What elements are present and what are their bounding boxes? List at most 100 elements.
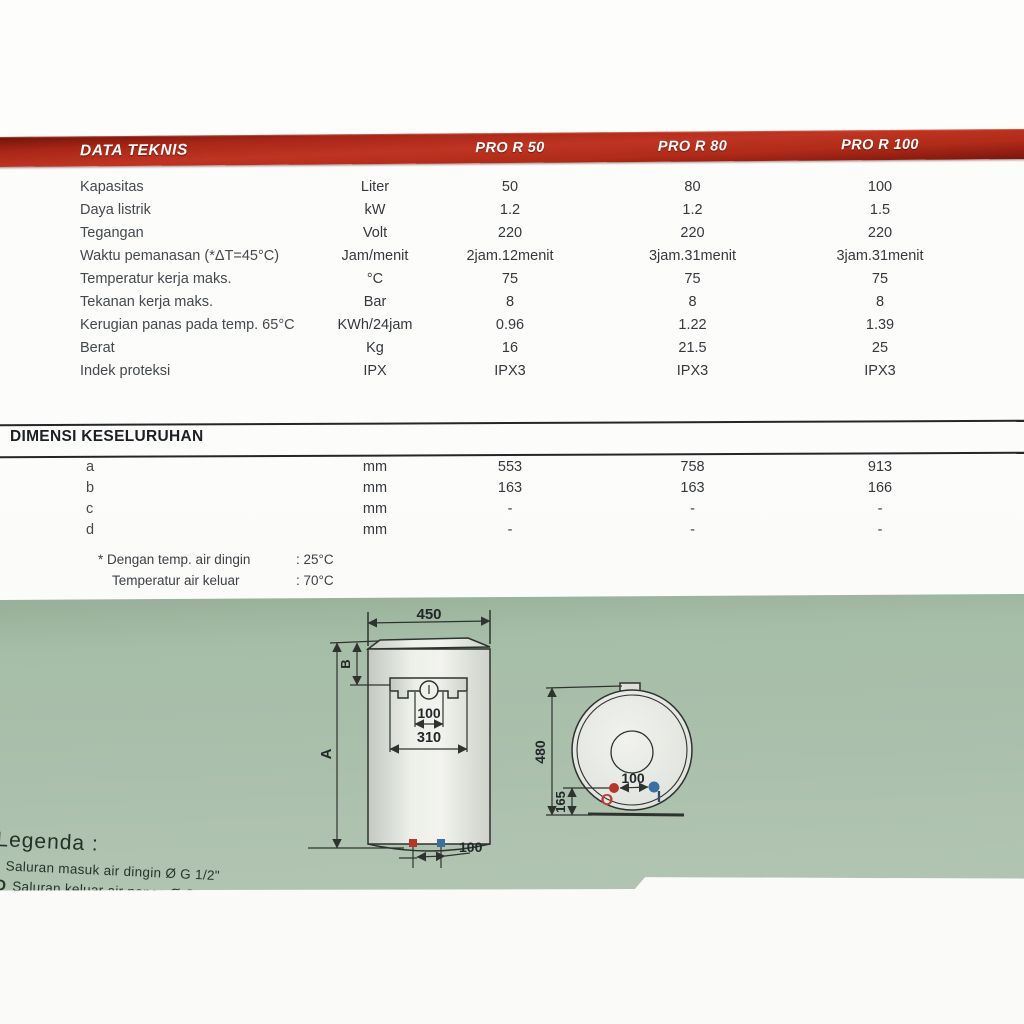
spec-label: Temperatur kerja maks. <box>80 271 232 287</box>
front-view-diagram <box>308 610 491 868</box>
spec-label: Berat <box>80 340 115 356</box>
spec-value: 1.2 <box>682 202 703 218</box>
data-teknis-header-bar: DATA TEKNIS PRO R 50 PRO R 80 PRO R 100 <box>0 128 1024 168</box>
spec-unit: KWh/24jam <box>337 317 413 333</box>
spec-value: 3jam.31menit <box>836 248 924 264</box>
spec-value: 75 <box>871 271 889 287</box>
spec-row-temperatur-kerja: Temperatur kerja maks. °C 75 75 75 <box>50 268 1024 291</box>
dim-label: c <box>86 501 94 517</box>
spec-value: 1.39 <box>865 317 895 333</box>
dim-label-pipe-100: 100 <box>459 839 483 855</box>
tank-circle-outline <box>571 689 693 811</box>
column-header-pro-r-80: PRO R 80 <box>657 138 728 155</box>
dim-unit: mm <box>362 459 388 475</box>
dimensi-section-title: DIMENSI KESELURUHAN <box>10 428 204 445</box>
spec-row-kerugian-panas: Kerugian panas pada temp. 65°C KWh/24jam… <box>50 314 1024 337</box>
spec-value: 1.2 <box>499 202 521 218</box>
tank-lid <box>365 637 491 650</box>
column-header-pro-r-100: PRO R 100 <box>841 136 919 154</box>
spec-row-kapasitas: Kapasitas Liter 50 80 100 <box>50 176 1024 199</box>
spec-value: 75 <box>501 271 519 287</box>
dim-value: - <box>507 501 513 517</box>
inlet-dot <box>648 781 660 793</box>
spec-value: 100 <box>867 179 893 195</box>
tank-inner-ring <box>576 694 688 806</box>
spec-value: 220 <box>680 225 705 241</box>
spec-value: 1.5 <box>869 202 891 218</box>
dim-label: d <box>86 522 95 538</box>
spec-value: 75 <box>684 271 701 287</box>
footnote-cold-water: * Dengan temp. air dingin : 25°C <box>98 549 334 570</box>
dim-value: 166 <box>867 480 893 496</box>
legend: Legenda : ISaluran masuk air dingin Ø G … <box>0 828 227 895</box>
dim-label-450: 450 <box>416 606 441 623</box>
spec-value: 2jam.12menit <box>466 248 554 264</box>
spec-value: 8 <box>875 294 885 310</box>
spec-value: 80 <box>684 179 701 195</box>
page-title: DATA TEKNIS <box>79 141 188 160</box>
dim-row-d: d mm - - - <box>50 520 1024 541</box>
spec-label: Waktu pemanasan (*ΔT=45°C) <box>80 248 280 264</box>
dim-value: 553 <box>497 459 523 475</box>
column-header-pro-r-50: PRO R 50 <box>475 139 545 157</box>
dim-unit: mm <box>362 501 388 517</box>
dimension-diagram: 450 A B 100 310 100 <box>308 606 693 868</box>
footnote-label: * Dengan temp. air dingin <box>98 552 251 567</box>
divider-line <box>0 419 1024 427</box>
footnote-value: : 70°C <box>296 573 334 588</box>
footnote-label: Temperatur air keluar <box>112 573 240 588</box>
dim-row-a: a mm 553 758 913 <box>50 457 1024 478</box>
spacer <box>330 134 420 165</box>
spec-unit: Bar <box>363 294 387 310</box>
spec-unit: Volt <box>362 225 388 241</box>
footnote-outlet-water: Temperatur air keluar : 70°C <box>98 570 334 591</box>
spec-value: 25 <box>871 340 889 356</box>
spec-value: 50 <box>501 179 519 195</box>
center-circle <box>610 730 654 774</box>
spec-row-daya-listrik: Daya listrik kW 1.2 1.2 1.5 <box>50 199 1024 222</box>
spec-label: Tekanan kerja maks. <box>80 294 213 310</box>
spec-value: 8 <box>505 294 515 310</box>
spec-value: 3jam.31menit <box>648 248 737 264</box>
spec-row-tekanan-kerja: Tekanan kerja maks. Bar 8 8 8 <box>50 291 1024 314</box>
spec-value: 1.22 <box>678 317 707 333</box>
spec-unit: Liter <box>360 179 390 195</box>
spec-value: IPX3 <box>864 363 896 379</box>
dim-label: b <box>86 480 95 496</box>
dim-value: - <box>877 501 883 517</box>
dim-row-b: b mm 163 163 166 <box>50 478 1024 499</box>
spec-value: IPX3 <box>494 363 526 379</box>
spec-label: Indek proteksi <box>80 363 171 379</box>
dim-value: 758 <box>680 459 705 475</box>
legend-symbol-outlet: O <box>0 876 7 895</box>
spec-value: 8 <box>688 294 697 310</box>
side-view-diagram <box>545 682 693 817</box>
dim-label-310: 310 <box>417 730 441 746</box>
dim-value: - <box>690 522 695 538</box>
spec-label: Kerugian panas pada temp. 65°C <box>80 317 295 333</box>
spec-table: Kapasitas Liter 50 80 100 Daya listrik k… <box>0 176 1024 383</box>
diagram-band: 450 A B 100 310 100 <box>0 594 1024 891</box>
dim-value: - <box>877 522 883 538</box>
spec-unit: IPX <box>363 363 387 379</box>
spec-row-indek-proteksi: Indek proteksi IPX IPX3 IPX3 IPX3 <box>50 360 1024 383</box>
dim-value: - <box>507 522 513 538</box>
spec-value: 21.5 <box>678 340 707 356</box>
dimensi-table: a mm 553 758 913 b mm 163 163 166 c mm -… <box>0 457 1024 541</box>
dim-unit: mm <box>362 522 388 538</box>
spec-row-waktu-pemanasan: Waktu pemanasan (*ΔT=45°C) Jam/menit 2ja… <box>50 245 1024 268</box>
inlet-letter: I <box>657 789 661 806</box>
spec-unit: °C <box>366 271 384 287</box>
dim-value: 163 <box>680 480 705 496</box>
footnotes: * Dengan temp. air dingin : 25°C Tempera… <box>98 549 334 591</box>
spec-label: Kapasitas <box>80 179 144 195</box>
dim-label-480: 480 <box>532 740 548 764</box>
dim-label-bracket-100: 100 <box>417 705 441 721</box>
spec-label: Tegangan <box>80 225 144 241</box>
dim-label: a <box>86 459 95 475</box>
outlet-pipe-square <box>409 839 417 847</box>
dim-value: 913 <box>867 459 893 475</box>
dim-label-165: 165 <box>553 791 568 813</box>
tank-bottom-curve <box>367 843 491 852</box>
spec-value: 16 <box>501 340 519 356</box>
